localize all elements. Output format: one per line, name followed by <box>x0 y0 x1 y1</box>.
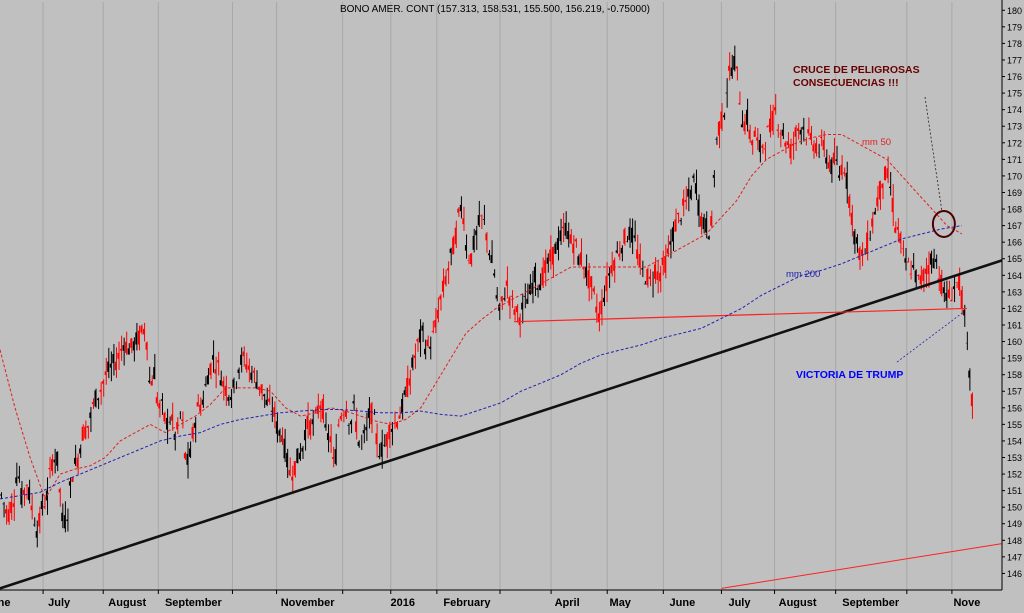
y-tick-label: 158 <box>1007 370 1022 380</box>
y-tick-label: 153 <box>1007 453 1022 463</box>
x-tick-label: May <box>610 597 632 608</box>
y-tick-label: 178 <box>1007 39 1022 49</box>
chart-title: BONO AMER. CONT (157.313, 158.531, 155.5… <box>340 4 650 15</box>
x-tick-label: April <box>555 597 580 608</box>
event-leader <box>896 311 965 363</box>
x-tick-label: August <box>108 597 146 608</box>
ma200-label: mm 200 <box>786 269 820 280</box>
trend-line <box>0 259 1003 590</box>
y-tick-label: 179 <box>1007 22 1022 32</box>
x-tick-label: June <box>670 597 696 608</box>
y-tick-label: 163 <box>1007 287 1022 297</box>
y-tick-label: 166 <box>1007 238 1022 248</box>
y-tick-label: 171 <box>1007 155 1022 165</box>
y-tick-label: 180 <box>1007 6 1022 16</box>
x-tick-label: ne <box>0 597 10 608</box>
y-tick-label: 152 <box>1007 470 1022 480</box>
y-tick-label: 155 <box>1007 420 1022 430</box>
y-tick-label: 170 <box>1007 171 1022 181</box>
crossover-annotation-line2: CONSECUENCIAS !!! <box>793 77 899 89</box>
y-tick-label: 162 <box>1007 304 1022 314</box>
y-tick-label: 149 <box>1007 519 1022 529</box>
y-tick-label: 150 <box>1007 503 1022 513</box>
x-tick-label: November <box>281 597 336 608</box>
crossover-annotation-line1: CRUCE DE PELIGROSAS <box>793 64 920 76</box>
y-tick-label: 167 <box>1007 221 1022 231</box>
y-tick-label: 169 <box>1007 188 1022 198</box>
x-tick-label: Nove <box>953 597 980 608</box>
support-line <box>514 307 967 323</box>
y-tick-label: 175 <box>1007 89 1022 99</box>
y-tick-label: 160 <box>1007 337 1022 347</box>
x-tick-label: August <box>779 597 817 608</box>
y-tick-label: 176 <box>1007 72 1022 82</box>
ma50-line <box>0 134 963 501</box>
y-tick-label: 147 <box>1007 552 1022 562</box>
y-tick-label: 165 <box>1007 254 1022 264</box>
x-tick-label: September <box>165 597 223 608</box>
y-tick-label: 168 <box>1007 205 1022 215</box>
crossover-leader <box>924 96 943 212</box>
x-tick-label: 2016 <box>391 597 415 608</box>
y-tick-label: 159 <box>1007 354 1022 364</box>
y-tick-label: 148 <box>1007 536 1022 546</box>
lower-red-line <box>721 543 1003 589</box>
x-tick-label: July <box>728 597 751 608</box>
y-tick-label: 173 <box>1007 122 1022 132</box>
candle-layer <box>0 45 973 548</box>
y-tick-label: 157 <box>1007 387 1022 397</box>
y-tick-label: 174 <box>1007 105 1022 115</box>
y-tick-label: 177 <box>1007 55 1022 65</box>
y-tick-label: 172 <box>1007 138 1022 148</box>
y-tick-label: 151 <box>1007 486 1022 496</box>
y-tick-label: 161 <box>1007 320 1022 330</box>
y-tick-label: 156 <box>1007 403 1022 413</box>
y-tick-label: 154 <box>1007 436 1022 446</box>
event-annotation: VICTORIA DE TRUMP <box>796 369 903 381</box>
indicator-layer <box>0 96 1003 590</box>
y-tick-label: 164 <box>1007 271 1022 281</box>
x-tick-label: September <box>842 597 900 608</box>
crossover-circle <box>931 209 956 238</box>
x-tick-label: July <box>48 597 71 608</box>
x-tick-label: February <box>443 597 491 608</box>
y-tick-label: 146 <box>1007 569 1022 579</box>
ma200-line <box>0 225 962 500</box>
ma50-label: mm 50 <box>862 137 891 148</box>
